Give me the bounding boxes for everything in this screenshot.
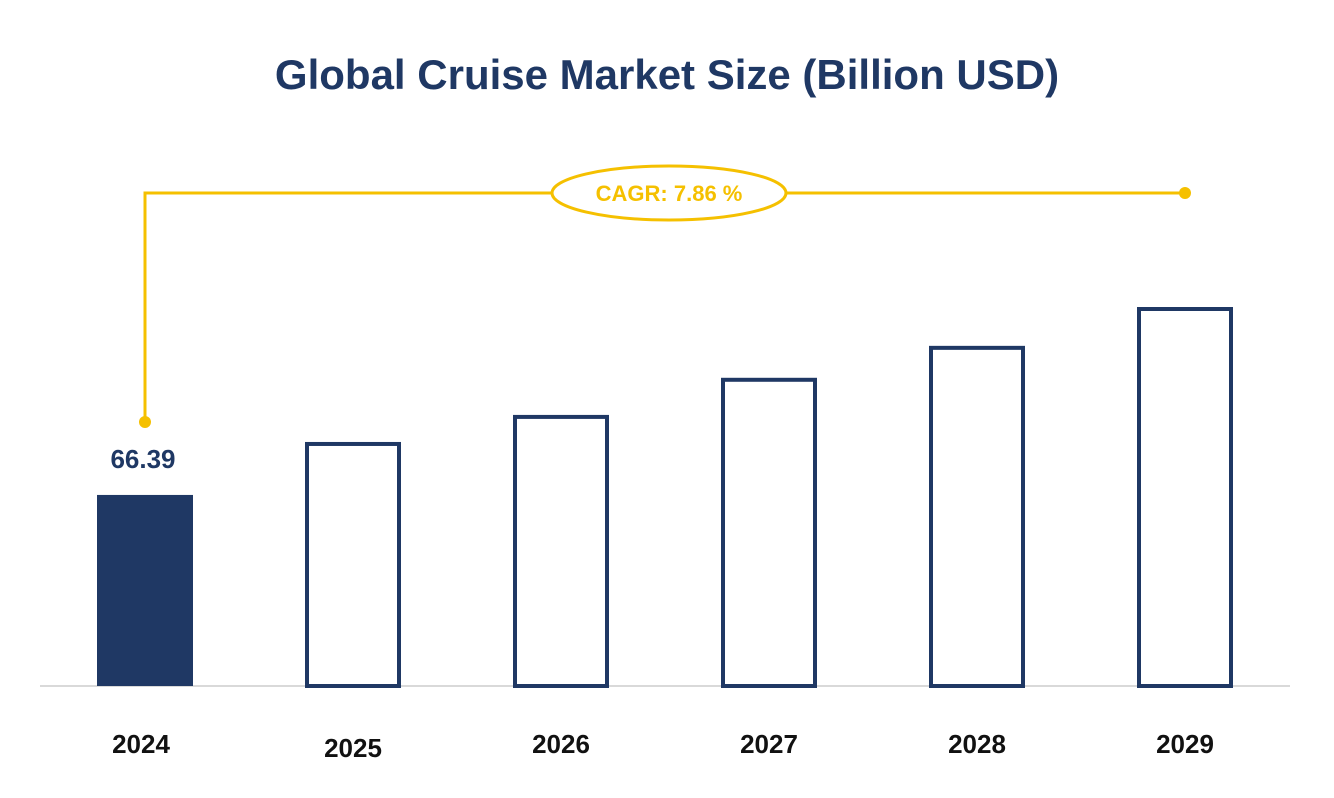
- x-tick-label: 2029: [1156, 729, 1214, 759]
- cagr-bracket: [143, 191, 1185, 422]
- bar: [721, 377, 817, 688]
- chart-title: Global Cruise Market Size (Billion USD): [275, 51, 1059, 98]
- x-tick-label: 2025: [324, 733, 382, 763]
- x-tick-label: 2027: [740, 729, 798, 759]
- x-tick-label: 2026: [532, 729, 590, 759]
- cagr-label: CAGR: 7.86 %: [596, 181, 743, 206]
- x-tick-label: 2028: [948, 729, 1006, 759]
- value-label: 66.39: [110, 444, 175, 474]
- cagr-dot: [139, 416, 151, 428]
- cagr-dot: [1179, 187, 1191, 199]
- bar: [929, 345, 1025, 688]
- bar: [1137, 307, 1233, 688]
- bar: [305, 441, 401, 688]
- bar: [513, 414, 609, 688]
- cagr-badge: [550, 164, 788, 222]
- x-tick-label: 2024: [112, 729, 170, 759]
- bar: [97, 494, 193, 686]
